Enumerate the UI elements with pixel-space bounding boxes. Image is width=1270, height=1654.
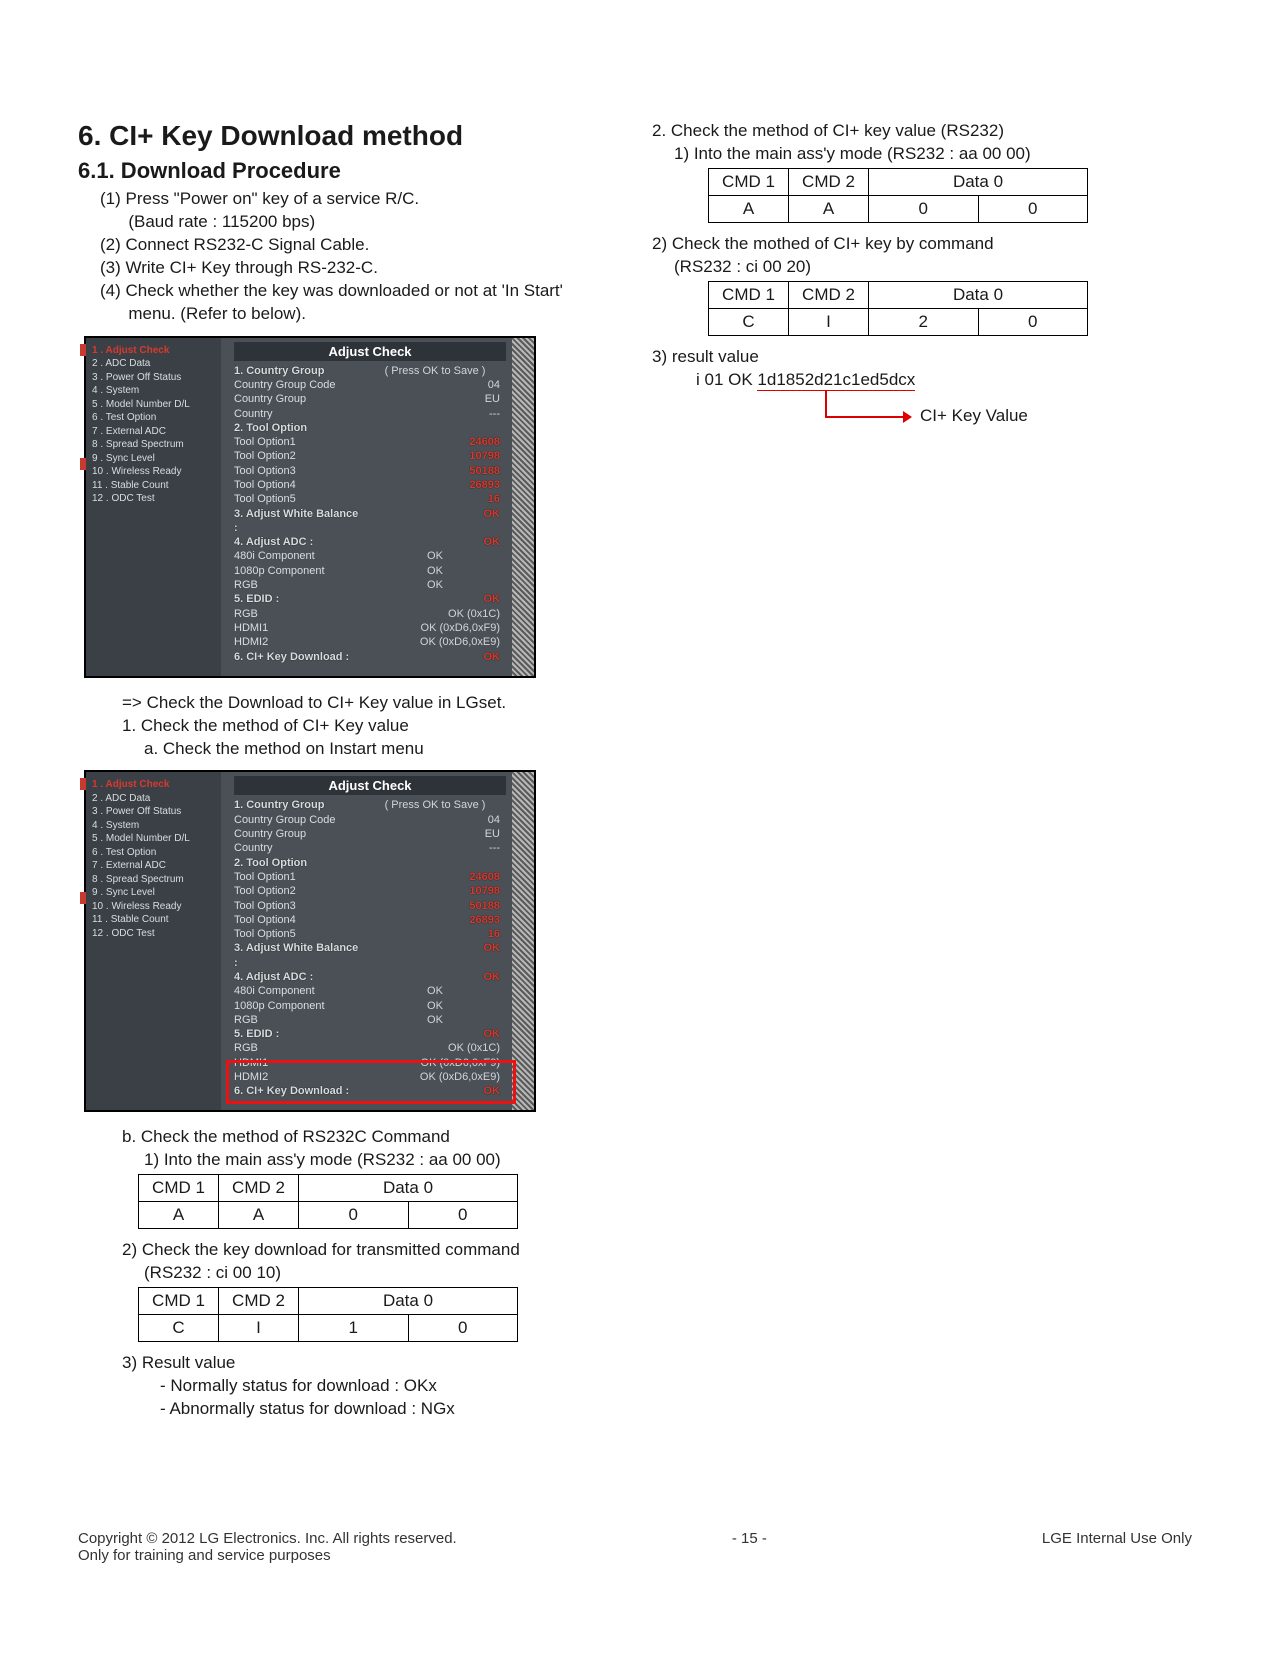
noise-strip: [512, 338, 534, 676]
cmd-table-4: CMD 1 CMD 2 Data 0 C I 2 0: [708, 281, 1088, 336]
td: 0: [869, 195, 979, 222]
menu-left-list: 1 . Adjust Check2 . ADC Data3 . Power Of…: [86, 772, 221, 1110]
step-2: (2) Connect RS232-C Signal Cable.: [100, 234, 568, 257]
r2-1: 1) Into the main ass'y mode (RS232 : aa …: [674, 143, 1192, 166]
cmd-table-3: CMD 1 CMD 2 Data 0 A A 0 0: [708, 168, 1088, 223]
td: 2: [869, 308, 979, 335]
footer-purpose: Only for training and service purposes: [78, 1547, 457, 1564]
th: Data 0: [299, 1175, 518, 1202]
menu-title: Adjust Check: [234, 776, 506, 795]
th: Data 0: [299, 1288, 518, 1315]
b3: 3) Result value: [122, 1352, 568, 1375]
td: C: [709, 308, 789, 335]
menu-title: Adjust Check: [234, 342, 506, 361]
th: CMD 1: [139, 1175, 219, 1202]
b3a: - Normally status for download : OKx: [160, 1375, 568, 1398]
after-1a: => Check the Download to CI+ Key value i…: [122, 692, 568, 715]
step-4b: menu. (Refer to below).: [100, 303, 568, 326]
td: 0: [299, 1202, 409, 1229]
th: CMD 2: [219, 1175, 299, 1202]
arrow-annotation: CI+ Key Value: [710, 392, 1192, 432]
b2a: (RS232 : ci 00 10): [144, 1262, 568, 1285]
menu-right-list: 1. Country Group( Press OK to Save )Coun…: [234, 364, 506, 670]
after-1b: 1. Check the method of CI+ Key value: [122, 715, 568, 738]
highlight-box: [226, 1060, 516, 1104]
td: 0: [978, 195, 1088, 222]
menu-panel-1: 1 . Adjust Check2 . ADC Data3 . Power Of…: [84, 336, 536, 678]
r2-3: 3) result value: [652, 346, 1192, 369]
result-prefix: i 01 OK: [696, 370, 757, 389]
r2-3a: i 01 OK 1d1852d21c1ed5dcx: [696, 369, 1192, 392]
r2-2: 2) Check the mothed of CI+ key by comman…: [652, 233, 1192, 256]
r2: 2. Check the method of CI+ key value (RS…: [652, 120, 1192, 143]
th: CMD 1: [709, 168, 789, 195]
step-4: (4) Check whether the key was downloaded…: [100, 280, 568, 303]
step-1: (1) Press "Power on" key of a service R/…: [100, 188, 568, 211]
td: A: [219, 1202, 299, 1229]
arrow-label: CI+ Key Value: [920, 406, 1028, 426]
th: CMD 2: [789, 281, 869, 308]
td: 0: [408, 1202, 518, 1229]
th: Data 0: [869, 168, 1088, 195]
step-1b: (Baud rate : 115200 bps): [100, 211, 568, 234]
footer-right: LGE Internal Use Only: [1042, 1530, 1192, 1564]
th: CMD 1: [139, 1288, 219, 1315]
td: A: [789, 195, 869, 222]
menu-panel-2: 1 . Adjust Check2 . ADC Data3 . Power Of…: [84, 770, 536, 1112]
right-column: 2. Check the method of CI+ key value (RS…: [652, 120, 1192, 432]
left-column: 6. CI+ Key Download method 6.1. Download…: [78, 120, 568, 1421]
td: I: [789, 308, 869, 335]
menu-left-list: 1 . Adjust Check2 . ADC Data3 . Power Of…: [86, 338, 221, 676]
heading-1: 6. CI+ Key Download method: [78, 120, 568, 152]
after-1c: a. Check the method on Instart menu: [144, 738, 568, 761]
td: I: [219, 1315, 299, 1342]
page-footer: Copyright © 2012 LG Electronics. Inc. Al…: [78, 1530, 1192, 1564]
td: 0: [408, 1315, 518, 1342]
result-value: 1d1852d21c1ed5dcx: [757, 370, 915, 391]
menu-right-list: 1. Country Group( Press OK to Save )Coun…: [234, 798, 506, 1104]
td: A: [139, 1202, 219, 1229]
cmd-table-2: CMD 1 CMD 2 Data 0 C I 1 0: [138, 1287, 518, 1342]
step-3: (3) Write CI+ Key through RS-232-C.: [100, 257, 568, 280]
th: CMD 2: [789, 168, 869, 195]
b3b: - Abnormally status for download : NGx: [160, 1398, 568, 1421]
b1: 1) Into the main ass'y mode (RS232 : aa …: [144, 1149, 568, 1172]
th: Data 0: [869, 281, 1088, 308]
b2: 2) Check the key download for transmitte…: [122, 1239, 568, 1262]
td: C: [139, 1315, 219, 1342]
footer-copyright: Copyright © 2012 LG Electronics. Inc. Al…: [78, 1530, 457, 1547]
td: 0: [978, 308, 1088, 335]
td: A: [709, 195, 789, 222]
footer-page-number: - 15 -: [732, 1530, 767, 1564]
td: 1: [299, 1315, 409, 1342]
th: CMD 2: [219, 1288, 299, 1315]
r2-2a: (RS232 : ci 00 20): [674, 256, 1192, 279]
heading-2: 6.1. Download Procedure: [78, 158, 568, 184]
th: CMD 1: [709, 281, 789, 308]
cmd-table-1: CMD 1 CMD 2 Data 0 A A 0 0: [138, 1174, 518, 1229]
b-title: b. Check the method of RS232C Command: [122, 1126, 568, 1149]
